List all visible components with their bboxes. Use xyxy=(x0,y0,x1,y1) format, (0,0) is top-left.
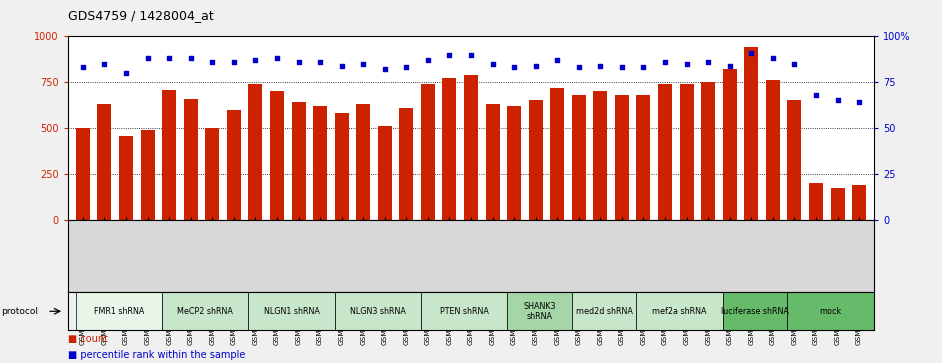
Point xyxy=(162,56,177,61)
Bar xyxy=(378,126,392,220)
Point xyxy=(550,57,565,63)
Bar xyxy=(249,84,263,220)
Bar xyxy=(119,136,133,220)
Bar xyxy=(76,128,89,220)
Text: NLGN1 shRNA: NLGN1 shRNA xyxy=(264,307,319,316)
Point xyxy=(226,59,241,65)
Point xyxy=(291,59,306,65)
Bar xyxy=(809,183,823,220)
Point xyxy=(852,99,867,105)
Point xyxy=(614,65,629,70)
Point xyxy=(356,61,371,67)
Bar xyxy=(701,82,715,220)
Point xyxy=(485,61,500,67)
Point xyxy=(593,63,608,69)
Bar xyxy=(184,99,198,220)
Point xyxy=(679,61,694,67)
Point xyxy=(269,56,284,61)
Point xyxy=(830,98,845,103)
Point xyxy=(248,57,263,63)
Bar xyxy=(679,84,693,220)
Bar xyxy=(227,110,241,220)
Point xyxy=(463,52,479,57)
FancyBboxPatch shape xyxy=(162,292,249,330)
Text: NLGN3 shRNA: NLGN3 shRNA xyxy=(349,307,406,316)
Bar xyxy=(485,104,499,220)
Point xyxy=(377,66,392,72)
Text: SHANK3
shRNA: SHANK3 shRNA xyxy=(523,302,556,321)
Point xyxy=(507,65,522,70)
Point xyxy=(97,61,112,67)
Bar xyxy=(507,106,521,220)
FancyBboxPatch shape xyxy=(334,292,421,330)
Point xyxy=(140,56,155,61)
FancyBboxPatch shape xyxy=(421,292,507,330)
Bar xyxy=(464,75,478,220)
Bar xyxy=(831,188,845,220)
Point xyxy=(398,65,414,70)
Point xyxy=(701,59,716,65)
FancyBboxPatch shape xyxy=(723,292,788,330)
FancyBboxPatch shape xyxy=(572,292,637,330)
Bar xyxy=(528,101,543,220)
Bar xyxy=(744,47,758,220)
Bar xyxy=(572,95,586,220)
Bar xyxy=(853,185,866,220)
Point xyxy=(420,57,435,63)
FancyBboxPatch shape xyxy=(507,292,572,330)
FancyBboxPatch shape xyxy=(637,292,723,330)
Point xyxy=(765,56,780,61)
Bar xyxy=(658,84,672,220)
Bar xyxy=(356,104,370,220)
Bar xyxy=(334,113,349,220)
Bar xyxy=(637,95,651,220)
Bar xyxy=(593,91,608,220)
Text: ■ count: ■ count xyxy=(68,334,107,344)
Text: MeCP2 shRNA: MeCP2 shRNA xyxy=(177,307,234,316)
FancyBboxPatch shape xyxy=(249,292,334,330)
Point xyxy=(636,65,651,70)
Point xyxy=(808,92,823,98)
Text: ■ percentile rank within the sample: ■ percentile rank within the sample xyxy=(68,350,245,360)
Bar xyxy=(443,78,457,220)
Point xyxy=(204,59,219,65)
Bar xyxy=(205,128,219,220)
Point xyxy=(442,52,457,57)
Point xyxy=(571,65,586,70)
Point xyxy=(528,63,544,69)
Bar xyxy=(140,130,154,220)
Text: GDS4759 / 1428004_at: GDS4759 / 1428004_at xyxy=(68,9,214,22)
Bar xyxy=(615,95,629,220)
Point xyxy=(787,61,802,67)
Bar xyxy=(766,80,780,220)
Point xyxy=(183,56,198,61)
Bar xyxy=(162,90,176,220)
Text: PTEN shRNA: PTEN shRNA xyxy=(440,307,489,316)
Text: med2d shRNA: med2d shRNA xyxy=(576,307,633,316)
Point xyxy=(313,59,328,65)
Bar xyxy=(97,104,111,220)
Point xyxy=(658,59,673,65)
Text: mef2a shRNA: mef2a shRNA xyxy=(653,307,706,316)
Point xyxy=(119,70,134,76)
Bar xyxy=(421,84,435,220)
Bar xyxy=(788,99,802,220)
Bar xyxy=(313,106,327,220)
Bar xyxy=(550,87,564,220)
Point xyxy=(723,63,738,69)
Text: mock: mock xyxy=(820,307,841,316)
FancyBboxPatch shape xyxy=(76,292,162,330)
Bar xyxy=(270,91,284,220)
Point xyxy=(334,63,349,69)
Bar xyxy=(291,102,305,220)
Bar xyxy=(399,108,414,220)
Point xyxy=(744,50,759,56)
Text: protocol: protocol xyxy=(1,307,38,316)
Text: luciferase shRNA: luciferase shRNA xyxy=(722,307,789,316)
Text: FMR1 shRNA: FMR1 shRNA xyxy=(94,307,144,316)
Bar xyxy=(723,69,737,220)
Point xyxy=(75,65,90,70)
FancyBboxPatch shape xyxy=(788,292,873,330)
